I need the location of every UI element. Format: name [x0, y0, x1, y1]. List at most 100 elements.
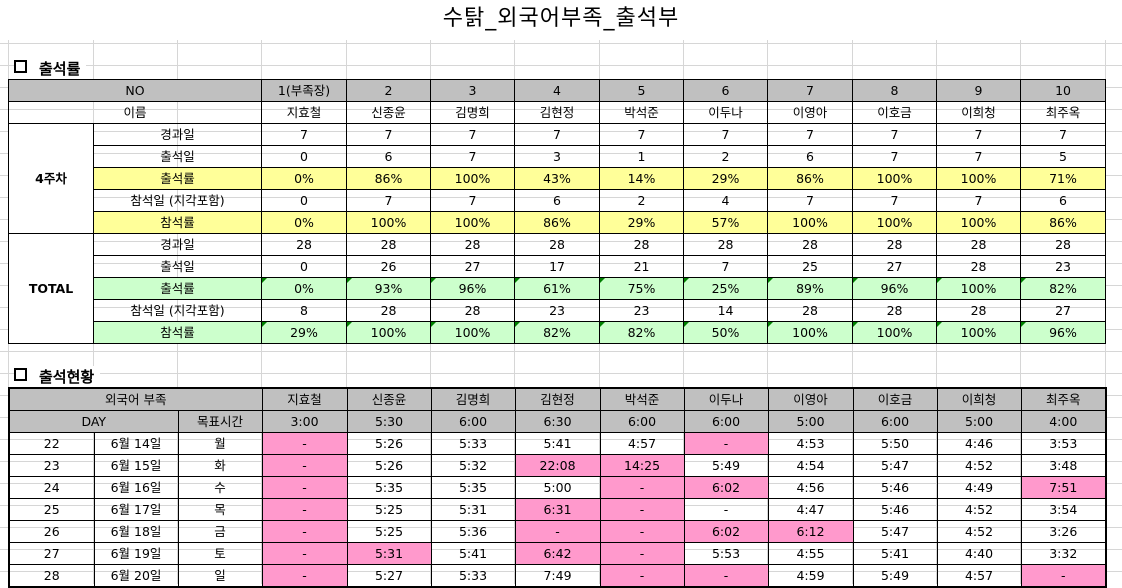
value-cell[interactable]: 28: [936, 233, 1022, 256]
value-cell[interactable]: 7: [683, 123, 769, 146]
value-cell[interactable]: 21: [599, 255, 685, 278]
value-cell[interactable]: 100%: [936, 321, 1022, 344]
member-name-cell[interactable]: 이두나: [683, 387, 769, 411]
time-cell[interactable]: -: [261, 520, 348, 543]
row-label-cell[interactable]: 참석일 (지각포함): [92, 299, 263, 322]
target-time-cell[interactable]: 5:30: [346, 410, 432, 433]
value-cell[interactable]: 100%: [852, 211, 938, 234]
value-cell[interactable]: 82%: [514, 321, 601, 344]
time-cell[interactable]: 6:02: [683, 520, 769, 543]
member-name-cell[interactable]: 이호금: [852, 101, 938, 124]
member-name-cell[interactable]: 박석준: [599, 387, 685, 411]
time-cell[interactable]: 4:57: [599, 432, 685, 455]
value-cell[interactable]: 25: [767, 255, 854, 278]
target-time-cell[interactable]: 6:00: [430, 410, 516, 433]
time-cell[interactable]: 7:51: [1020, 476, 1107, 499]
weekday-cell[interactable]: 토: [177, 542, 263, 565]
value-cell[interactable]: 86%: [767, 167, 854, 190]
time-cell[interactable]: 4:56: [767, 476, 854, 499]
value-cell[interactable]: 7: [599, 123, 685, 146]
value-cell[interactable]: 7: [936, 145, 1022, 168]
time-cell[interactable]: 4:47: [767, 498, 854, 521]
time-cell[interactable]: 4:49: [936, 476, 1022, 499]
member-name-cell[interactable]: 박석준: [599, 101, 685, 124]
date-cell[interactable]: 6월 19일: [93, 542, 179, 565]
value-cell[interactable]: 4: [683, 189, 769, 212]
value-cell[interactable]: 93%: [346, 277, 432, 300]
time-cell[interactable]: 7:49: [514, 564, 601, 588]
row-label-cell[interactable]: 출석률: [92, 167, 263, 190]
value-cell[interactable]: 28: [767, 233, 854, 256]
target-time-cell[interactable]: 4:00: [1020, 410, 1107, 433]
value-cell[interactable]: 28: [767, 299, 854, 322]
time-cell[interactable]: -: [599, 520, 685, 543]
name-header-cell[interactable]: 이름: [7, 101, 263, 124]
time-cell[interactable]: -: [599, 498, 685, 521]
value-cell[interactable]: 100%: [852, 167, 938, 190]
value-cell[interactable]: 100%: [767, 321, 854, 344]
group-label-cell[interactable]: TOTAL: [8, 233, 94, 344]
row-label-cell[interactable]: 출석일: [92, 255, 263, 278]
time-cell[interactable]: 6:42: [514, 542, 601, 565]
time-cell[interactable]: 5:41: [514, 432, 601, 455]
weekday-cell[interactable]: 수: [177, 476, 263, 499]
time-cell[interactable]: 5:41: [430, 542, 516, 565]
time-cell[interactable]: 5:47: [852, 454, 938, 477]
value-cell[interactable]: 0: [261, 145, 348, 168]
time-cell[interactable]: 6:12: [767, 520, 854, 543]
value-cell[interactable]: 100%: [936, 277, 1022, 300]
value-cell[interactable]: 100%: [767, 211, 854, 234]
time-cell[interactable]: 5:31: [430, 498, 516, 521]
day-number-cell[interactable]: 23: [8, 454, 95, 477]
time-cell[interactable]: 5:25: [346, 498, 432, 521]
value-cell[interactable]: 7: [936, 123, 1022, 146]
value-cell[interactable]: 100%: [346, 321, 432, 344]
value-cell[interactable]: 0%: [261, 211, 348, 234]
member-number-cell[interactable]: 5: [599, 79, 685, 102]
time-cell[interactable]: 5:33: [430, 432, 516, 455]
time-cell[interactable]: 3:48: [1020, 454, 1107, 477]
time-cell[interactable]: -: [261, 542, 348, 565]
date-cell[interactable]: 6월 18일: [93, 520, 179, 543]
date-cell[interactable]: 6월 17일: [93, 498, 179, 521]
row-label-cell[interactable]: 참석일 (지각포함): [92, 189, 263, 212]
time-cell[interactable]: 4:52: [936, 520, 1022, 543]
value-cell[interactable]: 7: [514, 123, 601, 146]
value-cell[interactable]: 86%: [514, 211, 601, 234]
value-cell[interactable]: 7: [767, 123, 854, 146]
member-name-cell[interactable]: 이영아: [767, 101, 854, 124]
value-cell[interactable]: 29%: [683, 167, 769, 190]
value-cell[interactable]: 28: [430, 233, 516, 256]
time-cell[interactable]: 4:52: [936, 454, 1022, 477]
member-name-cell[interactable]: 이영아: [767, 387, 854, 411]
value-cell[interactable]: 17: [514, 255, 601, 278]
time-cell[interactable]: -: [599, 542, 685, 565]
value-cell[interactable]: 6: [1020, 189, 1107, 212]
time-cell[interactable]: -: [261, 476, 348, 499]
member-name-cell[interactable]: 이희청: [936, 101, 1022, 124]
member-name-cell[interactable]: 지효철: [261, 387, 348, 411]
day-number-cell[interactable]: 22: [8, 432, 95, 455]
member-name-cell[interactable]: 이호금: [852, 387, 938, 411]
value-cell[interactable]: 86%: [1020, 211, 1107, 234]
no-header-cell[interactable]: NO: [7, 79, 263, 102]
row-label-cell[interactable]: 참석률: [92, 211, 263, 234]
row-label-cell[interactable]: 경과일: [92, 233, 263, 256]
time-cell[interactable]: 22:08: [514, 454, 601, 477]
value-cell[interactable]: 28: [852, 233, 938, 256]
target-time-cell[interactable]: 6:00: [852, 410, 938, 433]
member-name-cell[interactable]: 김명희: [430, 387, 516, 411]
time-cell[interactable]: 4:55: [767, 542, 854, 565]
day-number-cell[interactable]: 27: [8, 542, 95, 565]
value-cell[interactable]: 75%: [599, 277, 685, 300]
date-cell[interactable]: 6월 15일: [93, 454, 179, 477]
time-cell[interactable]: 5:26: [346, 454, 432, 477]
value-cell[interactable]: 29%: [599, 211, 685, 234]
value-cell[interactable]: 28: [346, 233, 432, 256]
time-cell[interactable]: 5:31: [346, 542, 432, 565]
value-cell[interactable]: 43%: [514, 167, 601, 190]
time-cell[interactable]: 5:49: [852, 564, 938, 588]
time-cell[interactable]: 5:46: [852, 498, 938, 521]
value-cell[interactable]: 14%: [599, 167, 685, 190]
value-cell[interactable]: 2: [599, 189, 685, 212]
